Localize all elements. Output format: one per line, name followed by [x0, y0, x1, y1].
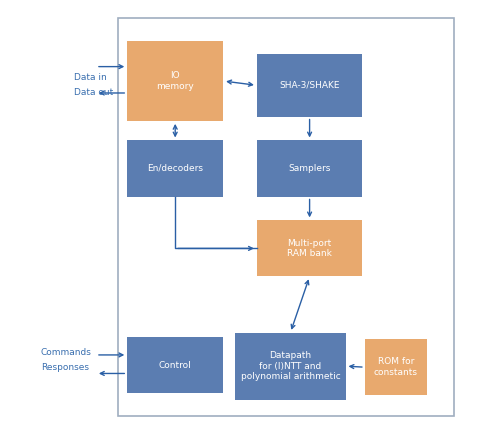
Text: Responses: Responses	[41, 363, 89, 372]
Text: Data in: Data in	[74, 73, 107, 82]
Text: IO
memory: IO memory	[156, 71, 194, 91]
Text: SHA-3/SHAKE: SHA-3/SHAKE	[279, 81, 340, 90]
Bar	[365, 339, 427, 395]
Text: Data out: Data out	[74, 88, 114, 96]
Bar	[235, 333, 346, 400]
Bar	[257, 220, 362, 276]
Bar	[127, 337, 223, 393]
Bar	[127, 41, 223, 121]
Text: Samplers: Samplers	[288, 164, 331, 173]
Text: Control: Control	[159, 361, 192, 369]
Bar	[257, 140, 362, 197]
Bar	[118, 18, 454, 416]
Text: Datapath
for (I)NTT and
polynomial arithmetic: Datapath for (I)NTT and polynomial arith…	[240, 351, 340, 381]
Text: En/decoders: En/decoders	[147, 164, 203, 173]
Text: ROM for
constants: ROM for constants	[374, 358, 418, 377]
Text: Multi-port
RAM bank: Multi-port RAM bank	[287, 239, 332, 258]
Bar	[127, 140, 223, 197]
Bar	[257, 54, 362, 117]
Text: Commands: Commands	[41, 349, 92, 357]
